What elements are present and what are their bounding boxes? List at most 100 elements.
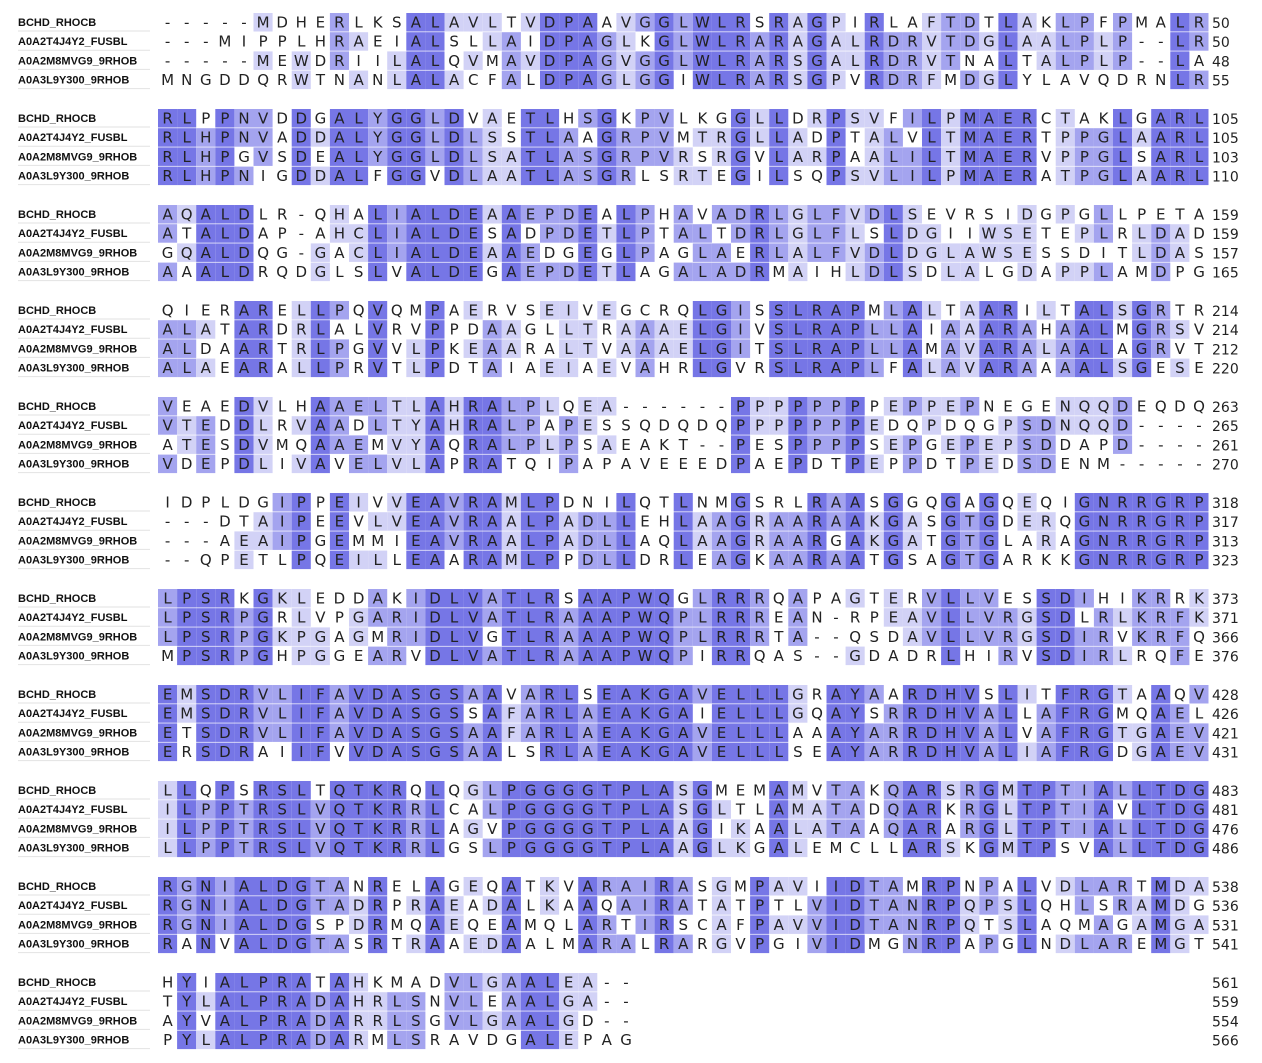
residue-shade: [578, 224, 598, 243]
residue-shade: [1113, 723, 1133, 742]
residue-shade: [578, 973, 598, 992]
residue-shade: [329, 896, 349, 915]
residue-shade: [807, 896, 827, 915]
residue-shade: [234, 128, 254, 147]
residue-shade: [520, 646, 540, 666]
residue-shade: [158, 224, 178, 243]
residue-shade: [692, 742, 712, 762]
residue-shade: [1189, 109, 1209, 128]
residue-shade: [979, 32, 999, 51]
end-position: 371: [1212, 611, 1239, 627]
residue-shade: [769, 819, 789, 838]
residue-shade: [196, 205, 216, 224]
residue-shade: [349, 454, 369, 474]
end-position: 48: [1212, 54, 1230, 70]
residue-shade: [1170, 742, 1190, 762]
residue-shade: [1170, 723, 1190, 742]
residue-shade: [501, 166, 521, 186]
residue-shade: [922, 627, 942, 646]
residue-shade: [253, 800, 273, 819]
residue-shade: [673, 934, 693, 954]
residue-shade: [597, 915, 617, 934]
residue-shade: [158, 454, 178, 474]
residue-shade: [540, 819, 560, 838]
sequence: RGNIALDGTANRELAGEQATKVARAIRASGMPAVIIDTAM…: [162, 878, 1204, 896]
residue-shade: [635, 243, 655, 262]
residue-shade: [902, 262, 922, 282]
residue-shade: [234, 1030, 254, 1050]
residue-shade: [922, 32, 942, 51]
residue-shade: [922, 301, 942, 320]
residue-shade: [520, 704, 540, 723]
residue-shade: [941, 358, 961, 378]
residue-shade: [654, 742, 674, 762]
residue-shade: [253, 109, 273, 128]
residue-shade: [444, 262, 464, 282]
alignment-block: BCHD_RHOCB QIERARELLPQVQMPAERVSEIVEGCRQLG…: [18, 301, 1239, 378]
residue-shade: [310, 819, 330, 838]
residue-shade: [1170, 13, 1190, 32]
residue-shade: [711, 646, 731, 666]
residue-shade: [425, 781, 445, 800]
residue-shade: [540, 70, 560, 90]
residue-shade: [1151, 819, 1171, 838]
residue-shade: [845, 704, 865, 723]
residue-shade: [310, 339, 330, 358]
residue-shade: [960, 896, 980, 915]
sequence-name: A0A2T4J4Y2_FUSBL: [18, 804, 128, 816]
residue-shade: [310, 723, 330, 742]
residue-shade: [520, 1030, 540, 1050]
residue-shade: [845, 723, 865, 742]
residue-shade: [253, 723, 273, 742]
end-position: 265: [1212, 419, 1239, 435]
residue-shade: [731, 608, 751, 627]
residue-shade: [692, 531, 712, 550]
end-position: 261: [1212, 438, 1239, 454]
residue-shade: [291, 627, 311, 646]
residue-shade: [673, 32, 693, 51]
residue-shade: [1074, 166, 1094, 186]
residue-shade: [1017, 915, 1037, 934]
residue-shade: [922, 608, 942, 627]
residue-shade: [196, 416, 216, 435]
residue-shade: [1189, 838, 1209, 858]
residue-shade: [463, 608, 483, 627]
residue-shade: [501, 147, 521, 166]
residue-shade: [1132, 781, 1152, 800]
residue-shade: [349, 608, 369, 627]
residue-shade: [826, 397, 846, 416]
residue-shade: [750, 262, 770, 282]
residue-shade: [158, 608, 178, 627]
residue-shade: [158, 416, 178, 435]
residue-shade: [1151, 531, 1171, 550]
residue-shade: [750, 32, 770, 51]
residue-shade: [234, 320, 254, 339]
residue-shade: [463, 493, 483, 512]
residue-shade: [329, 877, 349, 896]
residue-shade: [597, 800, 617, 819]
sequence: RANVALDGTASRTRAAEDAALMARALRARGVPGIVIDMGN…: [162, 935, 1204, 953]
residue-shade: [1017, 896, 1037, 915]
residue-shade: [883, 32, 903, 51]
residue-shade: [329, 51, 349, 70]
residue-shade: [1170, 320, 1190, 339]
residue-shade: [520, 627, 540, 646]
residue-shade: [1093, 224, 1113, 243]
residue-shade: [253, 531, 273, 550]
residue-shade: [1017, 32, 1037, 51]
residue-shade: [310, 320, 330, 339]
residue-shade: [349, 800, 369, 819]
residue-shade: [463, 243, 483, 262]
residue-shade: [616, 166, 636, 186]
residue-shade: [482, 723, 502, 742]
residue-shade: [158, 781, 178, 800]
residue-shade: [501, 934, 521, 954]
residue-shade: [960, 454, 980, 474]
residue-shade: [578, 646, 598, 666]
residue-shade: [387, 819, 407, 838]
residue-shade: [1132, 838, 1152, 858]
residue-shade: [501, 838, 521, 858]
residue-shade: [883, 262, 903, 282]
residue-shade: [731, 685, 751, 704]
residue-shade: [826, 934, 846, 954]
